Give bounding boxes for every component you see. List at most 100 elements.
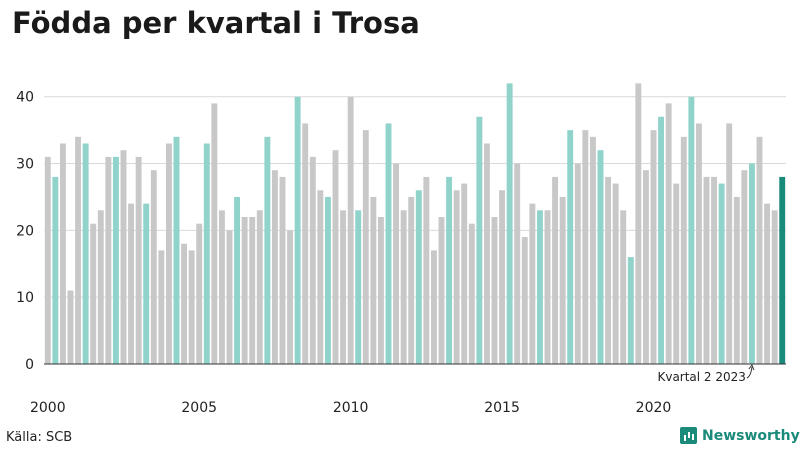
y-tick-label: 30 xyxy=(16,157,34,173)
bar xyxy=(309,156,316,364)
bar xyxy=(695,123,702,364)
x-axis-labels: 2000 2005 2010 2015 2020 xyxy=(30,400,671,416)
bar xyxy=(128,203,135,364)
bar xyxy=(44,156,51,364)
bar xyxy=(748,163,755,364)
bar xyxy=(340,210,347,364)
bar xyxy=(514,163,521,364)
bar xyxy=(165,143,172,364)
y-tick-label: 40 xyxy=(16,90,34,106)
bar xyxy=(158,250,165,364)
bar xyxy=(726,123,733,364)
bar xyxy=(673,183,680,364)
bar xyxy=(476,116,483,365)
bar xyxy=(499,190,506,364)
bar xyxy=(271,170,278,364)
bar xyxy=(355,210,362,364)
bar xyxy=(385,123,392,364)
bar xyxy=(249,217,256,364)
bar xyxy=(211,103,218,364)
bar xyxy=(612,183,619,364)
brand-logo: Newsworthy xyxy=(680,427,800,444)
annotation-arrow xyxy=(746,366,753,379)
bar xyxy=(423,176,430,364)
bar xyxy=(59,143,66,364)
bar xyxy=(446,176,453,364)
bar xyxy=(650,130,657,364)
bar xyxy=(400,210,407,364)
bar xyxy=(256,210,263,364)
x-tick-label: 2000 xyxy=(30,400,66,416)
bar xyxy=(294,96,301,364)
bar xyxy=(408,196,415,364)
bar xyxy=(741,170,748,364)
bar xyxy=(226,230,233,364)
bar xyxy=(302,123,309,364)
bar xyxy=(468,223,475,364)
bar xyxy=(658,116,665,365)
bar xyxy=(52,176,59,364)
bar xyxy=(665,103,672,364)
bar xyxy=(620,210,627,364)
bar xyxy=(567,130,574,364)
annotation-arrowhead xyxy=(748,363,755,371)
bar xyxy=(680,136,687,364)
bar xyxy=(635,83,642,365)
bar xyxy=(120,150,127,364)
bar xyxy=(453,190,460,364)
bar xyxy=(377,217,384,364)
bar xyxy=(105,156,112,364)
bar xyxy=(529,203,536,364)
bar xyxy=(756,136,763,364)
bar xyxy=(491,217,498,364)
bar xyxy=(764,203,771,364)
bar xyxy=(181,243,188,364)
bar xyxy=(264,136,271,364)
y-tick-label: 10 xyxy=(16,290,34,306)
bar xyxy=(317,190,324,364)
bar xyxy=(173,136,180,364)
y-tick-label: 0 xyxy=(25,357,34,373)
x-tick-label: 2005 xyxy=(181,400,217,416)
bar xyxy=(279,176,286,364)
bar xyxy=(733,196,740,364)
bar xyxy=(75,136,82,364)
bar xyxy=(188,250,195,364)
bar-chart-icon xyxy=(680,427,697,444)
annotation: Kvartal 2 2023 xyxy=(657,363,755,384)
x-tick-label: 2015 xyxy=(484,400,520,416)
bar xyxy=(218,210,225,364)
bar xyxy=(203,143,210,364)
bar xyxy=(771,210,778,364)
bar xyxy=(430,250,437,364)
bar xyxy=(536,210,543,364)
bar xyxy=(521,237,528,364)
bar xyxy=(559,196,566,364)
bar xyxy=(597,150,604,364)
bar xyxy=(332,150,339,364)
bar xyxy=(97,210,104,364)
bar xyxy=(143,203,150,364)
bar xyxy=(552,176,559,364)
bar xyxy=(461,183,468,364)
bar xyxy=(241,217,248,364)
bar xyxy=(688,96,695,364)
bar xyxy=(82,143,89,364)
brand-name: Newsworthy xyxy=(702,427,800,444)
bar xyxy=(574,163,581,364)
bar xyxy=(483,143,490,364)
bar xyxy=(347,96,354,364)
bar xyxy=(582,130,589,364)
bar xyxy=(287,230,294,364)
bar xyxy=(605,176,612,364)
y-tick-label: 20 xyxy=(16,223,34,239)
bar xyxy=(393,163,400,364)
bar xyxy=(67,290,74,364)
bar xyxy=(112,156,119,364)
bar xyxy=(370,196,377,364)
bar xyxy=(711,176,718,364)
bar xyxy=(324,196,331,364)
x-tick-label: 2020 xyxy=(636,400,672,416)
bar xyxy=(718,183,725,364)
